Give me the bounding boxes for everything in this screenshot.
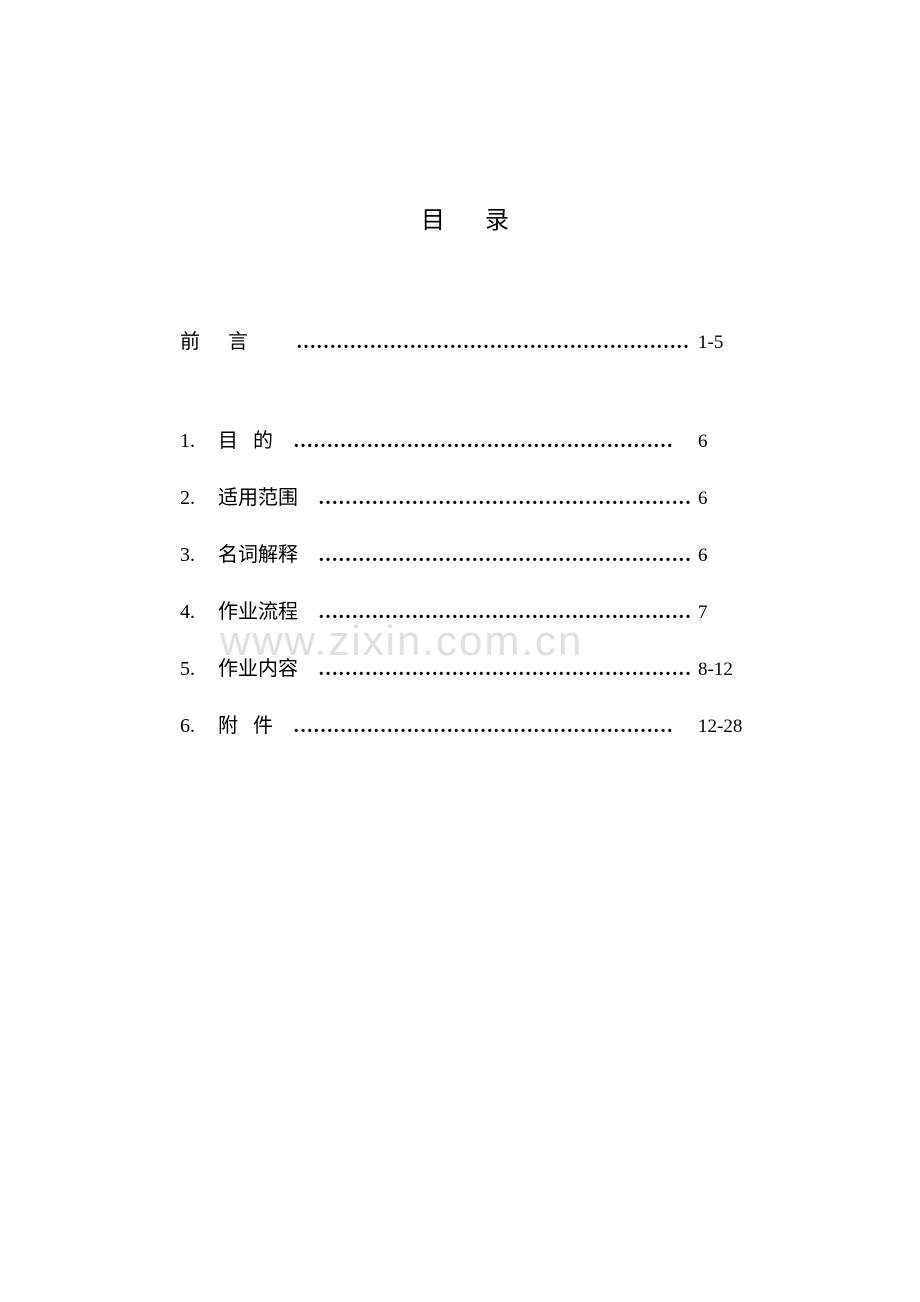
toc-entry-row: 5. 作业内容 ………………………………………………… 8-12 — [180, 652, 750, 681]
toc-entry-row: 2. 适用范围 ………………………………………………… 6 — [180, 481, 750, 510]
toc-entry-row: 3. 名词解释 ………………………………………………… 6 — [180, 538, 750, 567]
toc-entry-num: 1. — [180, 430, 218, 453]
toc-preface-row: 前言 …………………………………………………………… 1-5 — [180, 325, 750, 354]
toc-entry-row: 6. 附 件 ………………………………………………… 12-28 — [180, 709, 750, 738]
toc-entry-page: 6 — [690, 545, 750, 567]
toc-leader: ………………………………………………… — [273, 715, 690, 738]
toc-entry-label: 适用范围 — [218, 481, 298, 510]
toc-entry-label: 名词解释 — [218, 538, 298, 567]
toc-leader: ………………………………………………… — [273, 430, 690, 453]
toc-entry-label: 附 件 — [218, 709, 273, 738]
toc-preface-page: 1-5 — [690, 332, 750, 354]
toc-entry-num: 5. — [180, 658, 218, 681]
toc-entry-label: 作业流程 — [218, 595, 298, 624]
toc-leader: ………………………………………………… — [298, 487, 690, 510]
toc-entry-page: 6 — [690, 488, 750, 510]
toc-preface-label: 前言 — [180, 325, 276, 354]
toc-entry-num: 4. — [180, 601, 218, 624]
toc-leader: ………………………………………………… — [298, 601, 690, 624]
toc-entry-page: 6 — [690, 431, 750, 453]
toc-entry-row: 1. 目 的 ………………………………………………… 6 — [180, 424, 750, 453]
toc-leader: ………………………………………………… — [298, 658, 690, 681]
toc-leader: ………………………………………………… — [298, 544, 690, 567]
toc-entry-page: 12-28 — [690, 716, 750, 738]
page-container: 目录 前言 …………………………………………………………… 1-5 1. 目 的… — [0, 0, 920, 738]
toc-entry-row: 4. 作业流程 ………………………………………………… 7 — [180, 595, 750, 624]
toc-entry-page: 8-12 — [690, 659, 750, 681]
toc-entry-num: 3. — [180, 544, 218, 567]
toc-entry-num: 6. — [180, 715, 218, 738]
toc-entry-label: 目 的 — [218, 424, 273, 453]
toc-entry-num: 2. — [180, 487, 218, 510]
toc-leader: …………………………………………………………… — [276, 331, 690, 354]
toc-entry-label: 作业内容 — [218, 652, 298, 681]
toc-entry-page: 7 — [690, 602, 750, 624]
toc-title: 目录 — [180, 200, 750, 235]
